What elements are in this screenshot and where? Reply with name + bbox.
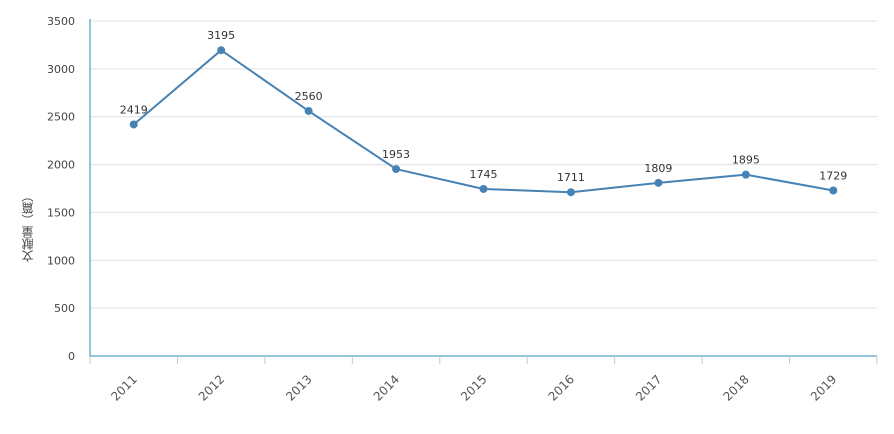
x-tick-label: 2018 bbox=[720, 372, 751, 403]
data-point bbox=[392, 165, 401, 174]
x-tick-label: 2013 bbox=[283, 372, 314, 403]
data-point bbox=[129, 120, 138, 129]
y-tick-label: 500 bbox=[54, 302, 75, 315]
data-point bbox=[566, 188, 575, 197]
x-tick-label: 2017 bbox=[633, 372, 664, 403]
series bbox=[129, 46, 838, 197]
data-label: 1895 bbox=[732, 154, 760, 167]
data-label: 2419 bbox=[120, 103, 148, 116]
x-tick-labels: 2011 2012 2013 2014 2015 2016 2017 2018 2019 bbox=[108, 372, 839, 403]
x-tick-label: 2015 bbox=[458, 372, 489, 403]
y-tick-label: 0 bbox=[68, 350, 75, 363]
y-tick-label: 3500 bbox=[47, 15, 75, 28]
data-point bbox=[741, 170, 750, 179]
data-label: 1729 bbox=[819, 170, 847, 183]
y-tick-label: 2000 bbox=[47, 159, 75, 172]
y-tick-label: 3000 bbox=[47, 63, 75, 76]
data-label: 1711 bbox=[557, 171, 585, 184]
data-point bbox=[829, 186, 838, 195]
x-tick-label: 2014 bbox=[371, 372, 402, 403]
data-point bbox=[479, 184, 488, 193]
y-tick-label: 1500 bbox=[47, 206, 75, 219]
axes bbox=[89, 19, 878, 364]
data-label: 1809 bbox=[644, 162, 672, 175]
data-labels: 2419 3195 2560 1953 1745 1711 1809 1895 1729 bbox=[120, 29, 848, 184]
data-point bbox=[654, 178, 663, 187]
data-point bbox=[304, 106, 313, 115]
data-label: 3195 bbox=[207, 29, 235, 42]
y-tick-labels: 0 500 1000 1500 2000 2500 3000 3500 bbox=[47, 15, 75, 363]
data-label: 1953 bbox=[382, 148, 410, 161]
data-label: 2560 bbox=[295, 90, 323, 103]
y-tick-label: 2500 bbox=[47, 111, 75, 124]
x-tick-label: 2011 bbox=[108, 372, 139, 403]
grid-lines bbox=[90, 20, 877, 309]
x-tick-label: 2016 bbox=[546, 372, 577, 403]
data-point bbox=[217, 46, 226, 55]
y-tick-label: 1000 bbox=[47, 254, 75, 267]
data-label: 1745 bbox=[470, 168, 498, 181]
x-tick-label: 2012 bbox=[196, 372, 227, 403]
x-tick-label: 2019 bbox=[808, 372, 839, 403]
